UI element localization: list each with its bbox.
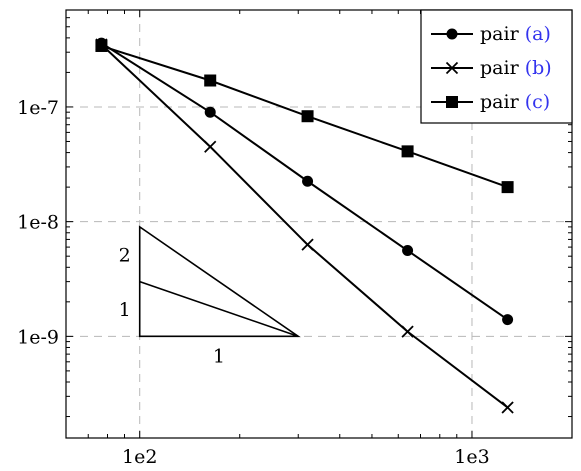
series-square xyxy=(95,39,514,194)
y-tick-label: 1e-7 xyxy=(17,97,59,119)
legend-series-ref: (a) xyxy=(525,23,551,45)
legend: pair (a)pair (b)pair (c) xyxy=(420,9,573,124)
data-point xyxy=(501,401,514,414)
cross-stroke xyxy=(301,238,314,251)
legend-marker xyxy=(446,28,458,40)
legend-entry: pair (b) xyxy=(431,57,552,79)
data-point xyxy=(401,145,414,158)
data-point xyxy=(402,245,414,257)
slope-triangle-outline xyxy=(138,225,301,338)
data-point xyxy=(502,314,514,326)
slope-triangle: 1 1 2 xyxy=(119,225,301,367)
legend-entry: pair (a) xyxy=(431,23,551,45)
legend-label: pair (b) xyxy=(480,57,552,79)
x-tick-label: 1e3 xyxy=(454,446,489,468)
data-point xyxy=(204,74,217,87)
cross-stroke xyxy=(445,61,459,75)
axis-ticks: 1e2 1e3 1e-7 1e-8 1e-9 xyxy=(17,10,572,468)
data-point xyxy=(301,238,314,251)
legend-label: pair (c) xyxy=(480,91,550,113)
data-point xyxy=(95,39,108,52)
data-point xyxy=(204,106,216,118)
legend-entry: pair (c) xyxy=(431,91,550,113)
legend-series-name: pair xyxy=(480,57,525,79)
y-tick-label: 1e-8 xyxy=(17,212,59,234)
legend-box xyxy=(420,9,573,124)
cross-stroke xyxy=(501,401,514,414)
slope-run-label: 1 xyxy=(213,345,225,367)
cross-stroke xyxy=(401,325,414,338)
x-tick-label: 1e2 xyxy=(122,446,157,468)
data-point xyxy=(501,181,514,194)
legend-marker xyxy=(445,61,459,75)
y-tick-label: 1e-9 xyxy=(17,326,59,348)
series-circle xyxy=(95,37,514,326)
data-point xyxy=(401,325,414,338)
legend-label: pair (a) xyxy=(480,23,551,45)
cross-stroke xyxy=(204,140,217,153)
legend-series-ref: (b) xyxy=(525,57,552,79)
legend-marker xyxy=(446,96,458,108)
legend-series-name: pair xyxy=(480,91,525,113)
data-point xyxy=(302,175,314,187)
legend-series-name: pair xyxy=(480,23,525,45)
slope-rise-low-label: 1 xyxy=(119,299,131,321)
data-series xyxy=(95,37,514,414)
slope-rise-high-label: 2 xyxy=(119,244,131,266)
data-point xyxy=(301,110,314,123)
plot-area-frame xyxy=(65,9,573,439)
slope-triangle-inner-line xyxy=(139,280,299,338)
data-point xyxy=(204,140,217,153)
legend-series-ref: (c) xyxy=(525,91,550,113)
